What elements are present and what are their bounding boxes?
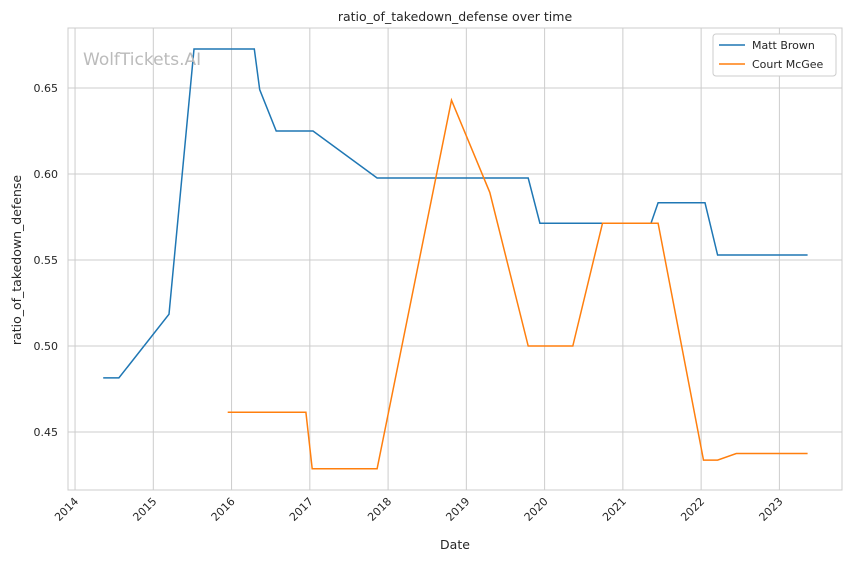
series-line-court-mcgee [227,97,808,470]
y-axis-label: ratio_of_takedown_defense [9,175,24,346]
legend-label-court-mcgee: Court McGee [752,58,824,71]
plot-border [67,27,843,491]
x-axis-label: Date [440,537,470,552]
x-tick-label: 2021 [600,495,629,524]
legend: Matt Brown Court McGee [712,33,837,77]
x-tick-label: 2022 [678,495,707,524]
watermark: WolfTickets.AI [83,50,201,70]
y-tick-label: 0.55 [34,254,59,267]
x-tick-label: 2015 [130,495,159,524]
x-tick-label: 2018 [365,495,394,524]
plot-background [68,28,842,490]
y-tick-label: 0.45 [34,426,59,439]
x-tick-label: 2020 [522,495,551,524]
x-tick-label: 2016 [209,495,238,524]
x-tick-label: 2023 [757,495,786,524]
series-line-matt-brown [103,48,808,379]
y-tick-label: 0.60 [34,168,59,181]
x-tick-label: 2017 [287,495,316,524]
y-tick-label: 0.50 [34,340,59,353]
legend-label-matt-brown: Matt Brown [752,39,815,52]
x-tick-label: 2019 [443,495,472,524]
chart-title: ratio_of_takedown_defense over time [338,9,573,24]
y-tick-label: 0.65 [34,82,59,95]
x-tick-label: 2014 [52,495,81,524]
